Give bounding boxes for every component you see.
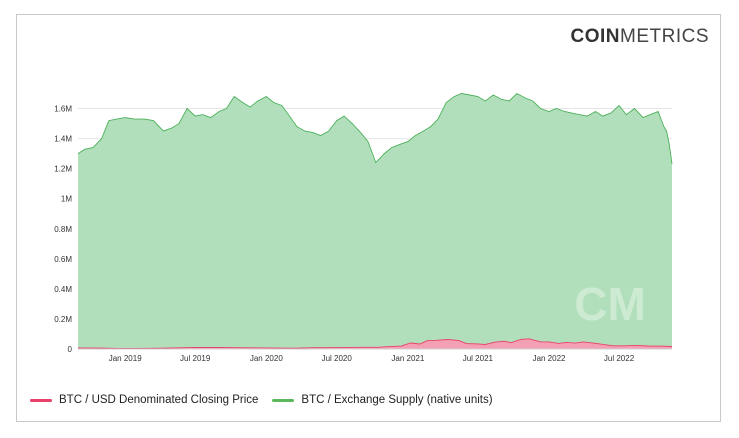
legend: BTC / USD Denominated Closing Price BTC … <box>30 394 507 406</box>
x-tick-label: Jul 2020 <box>322 354 353 363</box>
logo-bold: COIN <box>570 26 620 47</box>
exchange-supply-line <box>77 92 673 165</box>
legend-label-price: BTC / USD Denominated Closing Price <box>59 394 259 406</box>
legend-swatch-supply <box>272 398 295 402</box>
y-tick-label: 1.6M <box>54 105 72 114</box>
y-tick-label: 0.8M <box>54 225 72 234</box>
x-tick-label: Jul 2022 <box>604 354 635 363</box>
cm-watermark: CM <box>574 278 646 330</box>
legend-item-price[interactable]: BTC / USD Denominated Closing Price <box>30 394 258 406</box>
x-tick-label: Jan 2020 <box>250 354 283 363</box>
y-axis: 0 0.2M 0.4M 0.6M 0.8M 1M 1.2M 1.4M 1.6M <box>54 105 72 354</box>
y-tick-label: 0.6M <box>54 255 72 264</box>
x-tick-label: Jan 2021 <box>391 354 424 363</box>
closing-price-line <box>77 338 673 349</box>
y-tick-label: 0.4M <box>54 285 72 294</box>
logo-light: METRICS <box>620 26 709 47</box>
legend-swatch-price <box>30 398 52 402</box>
series-areas <box>77 92 673 349</box>
y-tick-label: 1.2M <box>54 165 72 174</box>
x-tick-label: Jan 2019 <box>109 354 142 363</box>
x-tick-label: Jul 2019 <box>180 354 211 363</box>
y-tick-label: 1M <box>61 195 72 204</box>
coinmetrics-logo: COINMETRICS <box>571 26 710 48</box>
x-axis: Jan 2019 Jul 2019 Jan 2020 Jul 2020 Jan 2021… <box>78 348 672 363</box>
x-tick-label: Jan 2022 <box>533 354 566 363</box>
y-tick-label: 0.2M <box>54 315 72 324</box>
legend-label-supply: BTC / Exchange Supply (native units) <box>301 394 493 406</box>
y-tick-label: 1.4M <box>54 135 72 144</box>
closing-price-area <box>78 338 672 349</box>
y-tick-label: 0 <box>68 345 73 354</box>
watermark-text: CM <box>574 278 646 330</box>
x-tick-label: Jul 2021 <box>463 354 494 363</box>
legend-item-supply[interactable]: BTC / Exchange Supply (native units) <box>272 394 493 406</box>
exchange-supply-area <box>78 93 672 349</box>
